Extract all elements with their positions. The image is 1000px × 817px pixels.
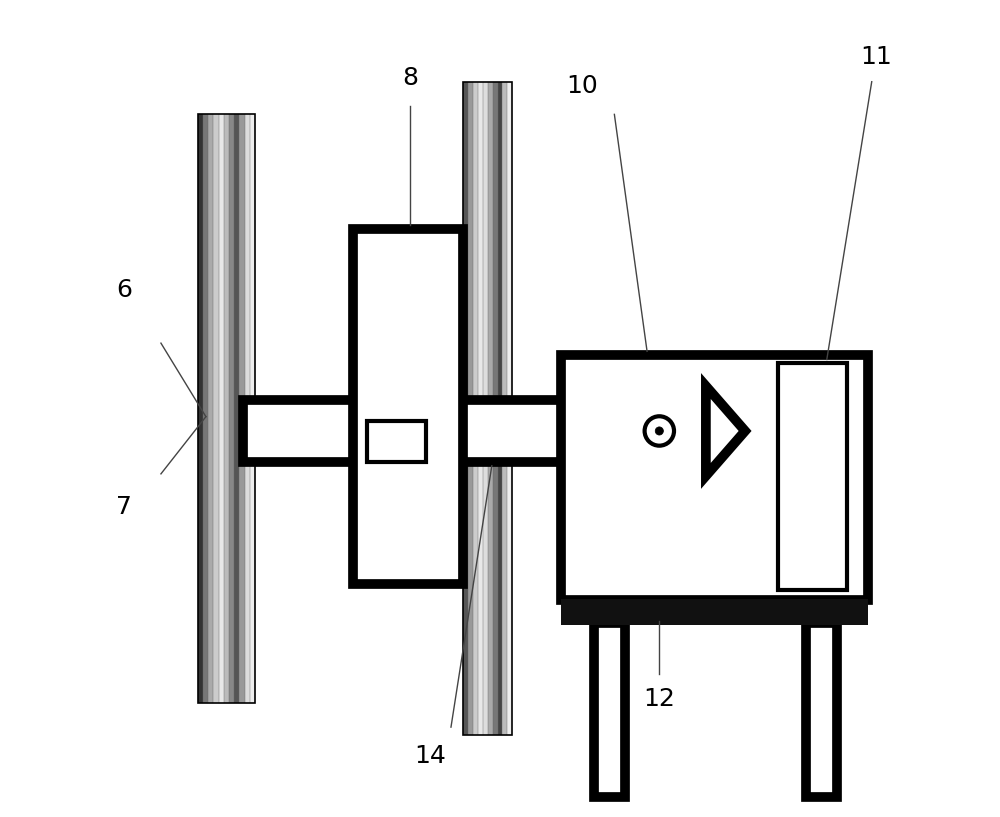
Bar [561, 355, 868, 600]
Bar [488, 82, 493, 735]
Bar [224, 114, 229, 703]
Bar [778, 363, 847, 590]
Text: 7: 7 [116, 494, 132, 519]
Bar [243, 400, 708, 462]
Bar [463, 82, 468, 735]
Bar [229, 114, 234, 703]
Circle shape [645, 417, 674, 446]
Text: 14: 14 [415, 743, 446, 768]
Bar [198, 114, 255, 703]
Bar [245, 114, 250, 703]
Bar [203, 114, 208, 703]
Text: 12: 12 [643, 686, 675, 711]
Bar [198, 114, 203, 703]
Bar [213, 114, 219, 703]
Bar [483, 82, 488, 735]
Bar [502, 82, 507, 735]
Bar [507, 82, 512, 735]
Bar [806, 623, 837, 797]
Bar [468, 82, 473, 735]
Circle shape [655, 427, 663, 435]
Text: 11: 11 [860, 45, 892, 69]
Bar [219, 114, 224, 703]
Bar [250, 114, 255, 703]
Polygon shape [706, 386, 745, 475]
Bar [493, 82, 498, 735]
Bar [594, 623, 625, 797]
Text: 10: 10 [566, 74, 598, 98]
Bar [234, 114, 239, 703]
Bar [498, 82, 502, 735]
Text: 8: 8 [402, 65, 418, 90]
Bar [239, 114, 245, 703]
Text: 6: 6 [116, 278, 132, 302]
Bar [478, 82, 483, 735]
Bar [367, 421, 426, 462]
Bar [561, 599, 868, 625]
Bar [353, 229, 463, 584]
Bar [463, 82, 512, 735]
Bar [208, 114, 213, 703]
Bar [473, 82, 478, 735]
